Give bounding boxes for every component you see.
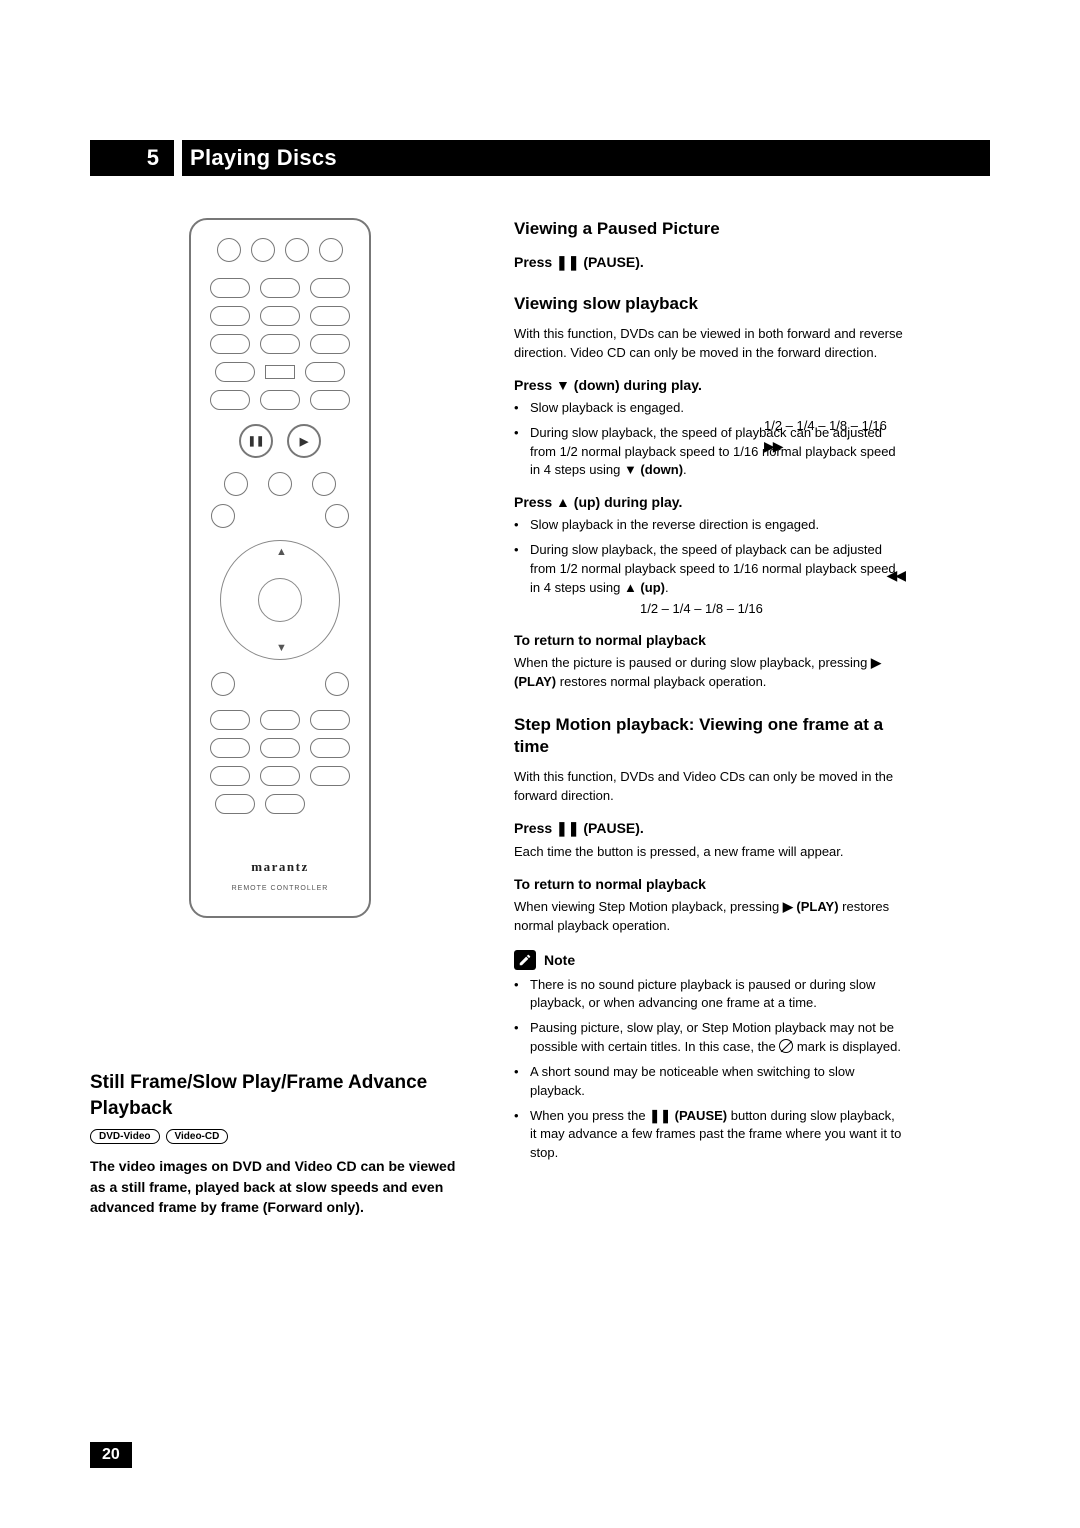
up-bullet-1: Slow playback in the reverse direction i… (514, 516, 904, 535)
note-3: A short sound may be noticeable when swi… (514, 1063, 904, 1101)
chapter-header: 5 Playing Discs (90, 140, 990, 176)
slow-playback-intro: With this function, DVDs can be viewed i… (514, 325, 904, 363)
chapter-title: Playing Discs (182, 140, 990, 176)
press-pause-1: Press ❚❚ (PAUSE). (514, 254, 904, 271)
dpad-icon: ▲ ▼ (220, 540, 340, 660)
note-1: There is no sound picture playback is pa… (514, 976, 904, 1014)
chapter-gap (174, 140, 182, 176)
speed-steps-rev: 1/2 – 1/4 – 1/8 – 1/16 (640, 600, 763, 619)
down-bullet-2: During slow playback, the speed of playb… (514, 424, 904, 481)
badge-video-cd: Video-CD (166, 1129, 229, 1144)
pause-button-icon: ❚❚ (239, 424, 273, 458)
section-paused-picture: Viewing a Paused Picture (514, 218, 904, 240)
remote-illustration: ❚❚ ▶ ▲ ▼ marantz REMOTE CONTROLLER (90, 218, 470, 918)
section-slow-playback: Viewing slow playback (514, 293, 904, 315)
note-2: Pausing picture, slow play, or Step Moti… (514, 1019, 904, 1057)
remote-brand-sub: REMOTE CONTROLLER (232, 885, 329, 892)
press-pause-2: Press ❚❚ (PAUSE). (514, 820, 904, 837)
page-number: 20 (90, 1442, 132, 1468)
return-normal-1-hd: To return to normal playback (514, 632, 904, 648)
step-motion-intro: With this function, DVDs and Video CDs c… (514, 768, 904, 806)
remote-brand: marantz (251, 859, 308, 875)
left-body-text: The video images on DVD and Video CD can… (90, 1156, 470, 1217)
badge-dvd-video: DVD-Video (90, 1129, 160, 1144)
chapter-number: 5 (90, 140, 174, 176)
step-motion-body: Each time the button is pressed, a new f… (514, 843, 904, 862)
return-normal-2-body: When viewing Step Motion playback, press… (514, 898, 904, 936)
prohibit-icon (779, 1039, 793, 1053)
left-section-heading: Still Frame/Slow Play/Frame Advance Play… (90, 1070, 470, 1121)
note-label: Note (544, 952, 575, 968)
return-normal-2-hd: To return to normal playback (514, 876, 904, 892)
remote-body: ❚❚ ▶ ▲ ▼ marantz REMOTE CONTROLLER (189, 218, 371, 918)
down-bullet-1: Slow playback is engaged. (514, 399, 904, 418)
return-normal-1-body: When the picture is paused or during slo… (514, 654, 904, 692)
section-step-motion: Step Motion playback: Viewing one frame … (514, 714, 904, 758)
up-bullet-2: During slow playback, the speed of playb… (514, 541, 904, 618)
press-up-heading: Press ▲ (up) during play. (514, 494, 904, 510)
press-down-heading: Press ▼ (down) during play. (514, 377, 904, 393)
play-button-icon: ▶ (287, 424, 321, 458)
note-icon (514, 950, 536, 970)
page-footer: 20 (90, 1442, 132, 1468)
note-4: When you press the ❚❚ (PAUSE) button dur… (514, 1107, 904, 1164)
